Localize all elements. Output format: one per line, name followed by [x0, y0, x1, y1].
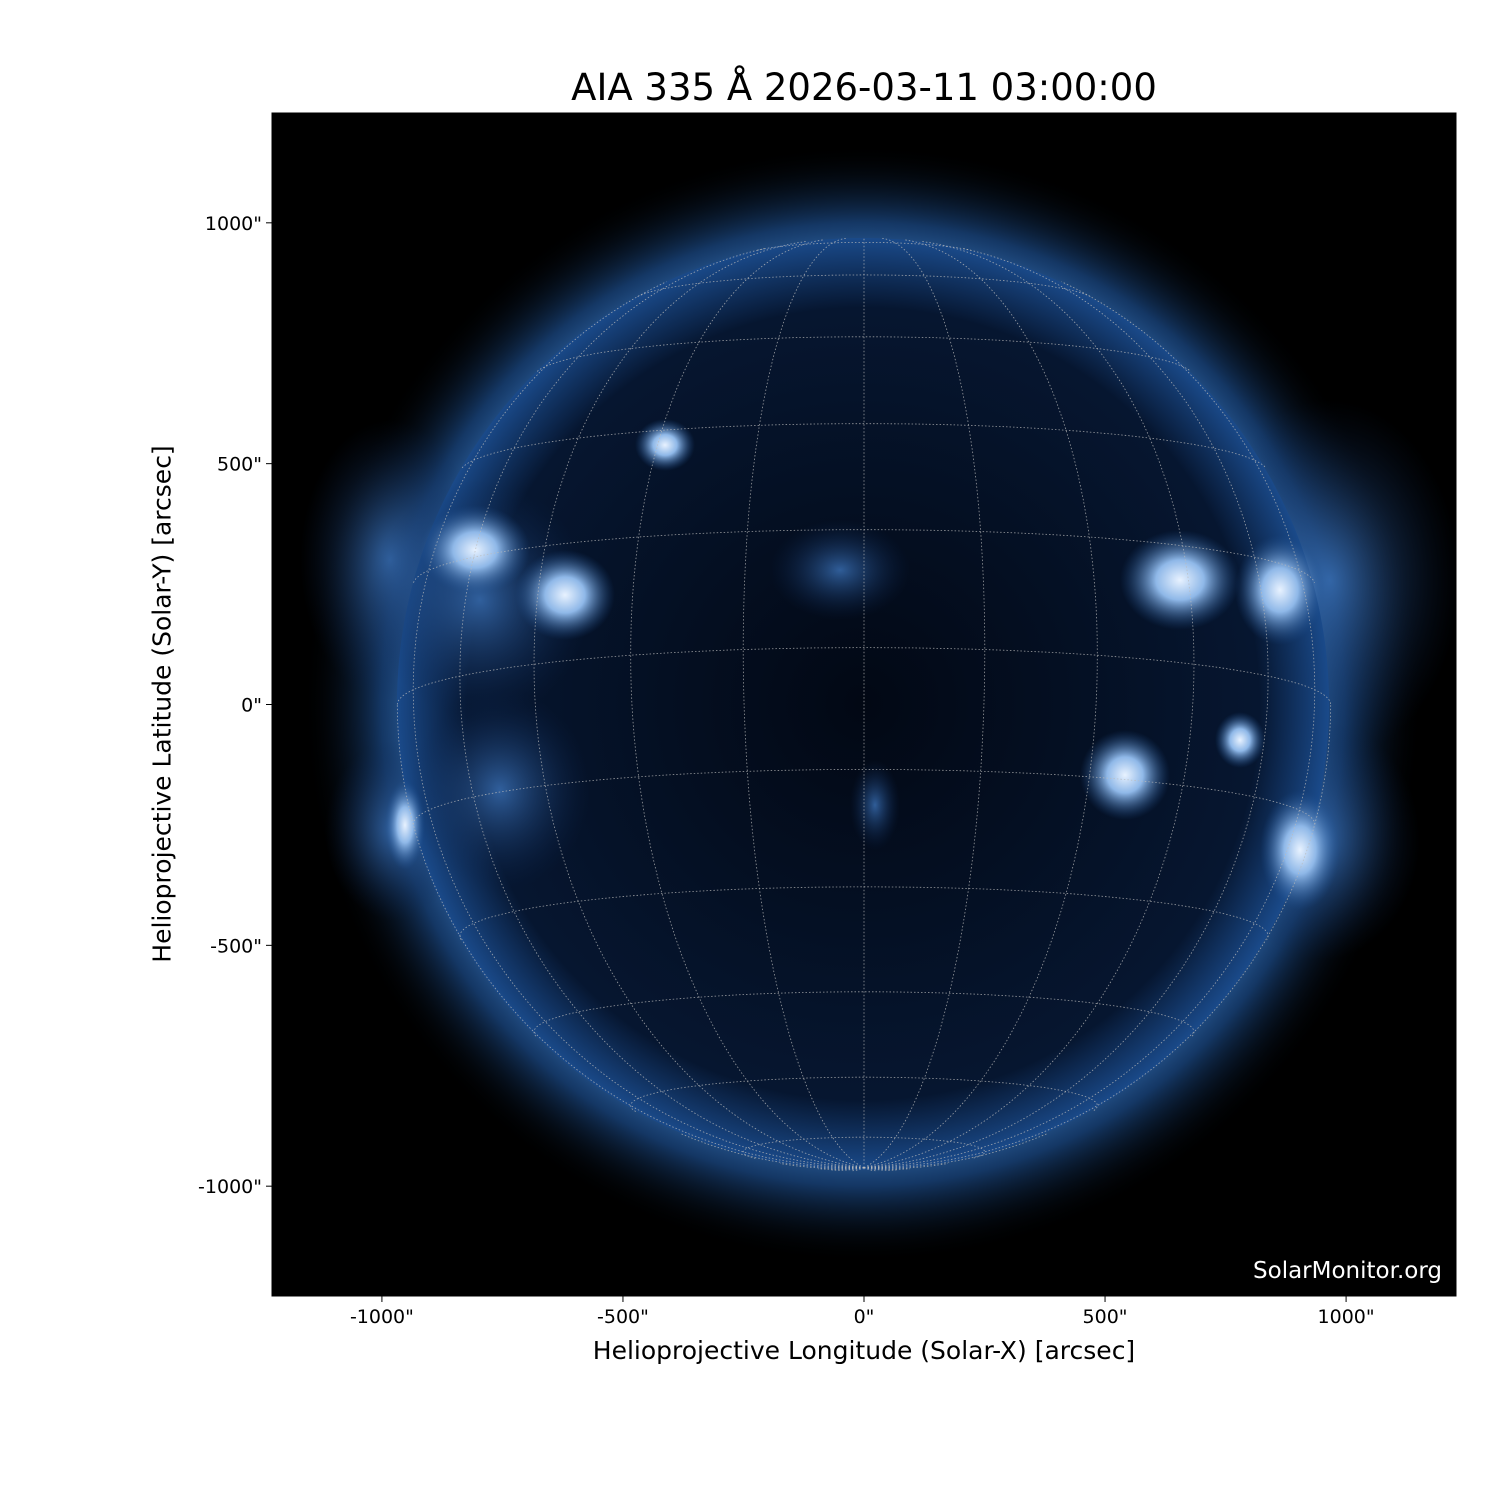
grid-line [863, 1167, 877, 1172]
active-region [1080, 730, 1170, 820]
watermark: SolarMonitor.org [1253, 1258, 1442, 1284]
grid-line [757, 242, 971, 251]
active-region [515, 550, 615, 640]
grid-line [863, 237, 986, 1169]
active-region [635, 419, 695, 471]
x-tick-label: -1000" [350, 1306, 414, 1328]
chart-title: AIA 335 Å 2026-03-11 03:00:00 [571, 66, 1157, 109]
y-tick-label: 0" [241, 695, 262, 717]
x-tick-label: 500" [1083, 1306, 1128, 1328]
grid-line [863, 247, 1269, 1169]
active-region [1260, 790, 1340, 910]
y-tick-label: -500" [210, 935, 262, 957]
grid-line [851, 1167, 865, 1172]
plage-center-south [850, 760, 900, 850]
grid-line [863, 281, 1316, 1169]
active-region [385, 780, 425, 870]
x-tick-label: 1000" [1318, 1306, 1375, 1328]
y-tick-label: 1000" [205, 213, 262, 235]
grid-line [459, 247, 865, 1169]
active-region [420, 505, 530, 595]
active-region [1215, 712, 1265, 768]
x-axis-label: Helioprojective Longitude (Solar-X) [arc… [592, 1336, 1136, 1365]
x-tick-label: -500" [597, 1306, 649, 1328]
active-region [1235, 535, 1325, 645]
grid-line [742, 237, 865, 1169]
solar-disk [397, 238, 1329, 1170]
grid-line [863, 241, 1195, 1169]
plage-center [770, 520, 910, 620]
grid-line [533, 241, 865, 1169]
y-tick-label: 500" [217, 454, 262, 476]
x-tick-label: 0" [854, 1306, 875, 1328]
heliographic-grid [396, 237, 1332, 1172]
y-tick-label: -1000" [198, 1176, 262, 1198]
active-region [1120, 530, 1240, 630]
grid-line [536, 336, 1192, 372]
plage-southeast [410, 690, 590, 890]
grid-line [863, 1163, 949, 1169]
grid-line [461, 423, 1267, 469]
grid-line [779, 1163, 865, 1169]
grid-line [412, 281, 865, 1169]
grid-line [863, 1167, 910, 1170]
grid-line [630, 1076, 1098, 1112]
grid-line [742, 1136, 986, 1159]
